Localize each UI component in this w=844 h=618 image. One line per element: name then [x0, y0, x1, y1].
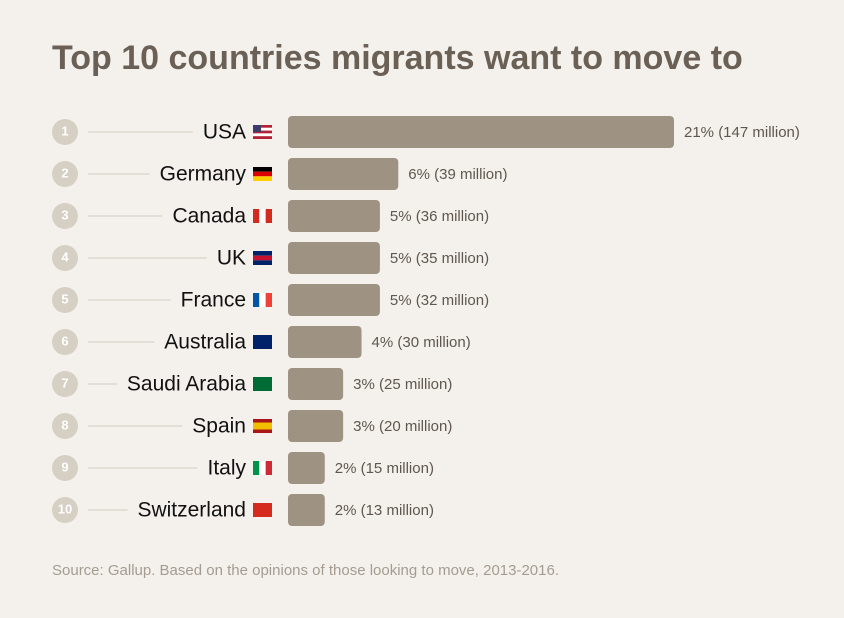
category-label: Germany — [160, 163, 247, 186]
bar — [288, 452, 325, 484]
value-label: 5% (35 million) — [390, 250, 489, 267]
flag-stripe — [253, 176, 272, 181]
flag-stripe — [253, 419, 272, 423]
rank-label: 4 — [61, 249, 69, 264]
flag-stripe — [253, 167, 272, 172]
flag-stripe — [253, 335, 272, 349]
flag-stripe — [253, 125, 272, 128]
value-label: 21% (147 million) — [684, 124, 800, 141]
bar — [288, 410, 344, 442]
flag-stripe — [253, 426, 272, 430]
rank-badge — [52, 497, 78, 523]
source-note: Source: Gallup. Based on the opinions of… — [52, 562, 559, 579]
flag-stripe — [259, 293, 266, 307]
category-label: USA — [203, 121, 246, 144]
flag-stripe — [253, 136, 272, 139]
category-label: France — [181, 289, 246, 312]
value-label: 6% (39 million) — [408, 166, 507, 183]
category-label: Spain — [192, 415, 246, 438]
rank-badge — [52, 371, 78, 397]
bar — [288, 326, 362, 358]
category-label: Switzerland — [137, 499, 246, 522]
flag-stripe — [253, 255, 272, 261]
value-label: 5% (32 million) — [390, 292, 489, 309]
flag-stripe — [253, 293, 260, 307]
category-label: UK — [217, 247, 246, 270]
category-label: Canada — [172, 205, 246, 228]
bar — [288, 368, 344, 400]
rank-badge — [52, 413, 78, 439]
rank-label: 2 — [61, 165, 68, 180]
rank-label: 9 — [61, 459, 68, 474]
flag-stripe — [253, 171, 272, 177]
rank-label: 10 — [58, 501, 72, 516]
flag-stripe — [253, 209, 260, 223]
flag-stripe — [253, 503, 272, 517]
bar — [288, 200, 380, 232]
category-label: Italy — [207, 457, 246, 480]
rank-label: 8 — [61, 417, 68, 432]
value-label: 2% (15 million) — [335, 460, 434, 477]
rank-badge — [52, 119, 78, 145]
flag-canton — [253, 125, 261, 132]
rank-badge — [52, 329, 78, 355]
flag-stripe — [253, 251, 272, 256]
rank-label: 7 — [61, 375, 68, 390]
flag-stripe — [253, 461, 260, 475]
flag-stripe — [265, 209, 272, 223]
category-label: Australia — [164, 331, 246, 354]
rank-badge — [52, 203, 78, 229]
category-label: Saudi Arabia — [127, 373, 246, 396]
bar — [288, 284, 380, 316]
flag-stripe — [259, 461, 266, 475]
flag-stripe — [253, 377, 272, 391]
value-label: 3% (25 million) — [353, 376, 452, 393]
rank-badge — [52, 287, 78, 313]
rank-label: 3 — [61, 207, 68, 222]
bar — [288, 494, 325, 526]
value-label: 5% (36 million) — [390, 208, 489, 225]
flag-stripe — [253, 260, 272, 265]
bar — [288, 158, 399, 190]
rank-badge — [52, 455, 78, 481]
chart-title: Top 10 countries migrants want to move t… — [52, 39, 743, 77]
rank-label: 6 — [61, 333, 68, 348]
value-label: 3% (20 million) — [353, 418, 452, 435]
flag-stripe — [265, 293, 272, 307]
rank-label: 5 — [61, 291, 68, 306]
flag-stripe — [259, 209, 266, 223]
flag-stripe — [265, 461, 272, 475]
value-label: 2% (13 million) — [335, 502, 434, 519]
value-label: 4% (30 million) — [372, 334, 471, 351]
bar — [288, 116, 674, 148]
flag-stripe — [253, 429, 272, 433]
flag-stripe — [253, 130, 272, 134]
rank-label: 1 — [61, 123, 68, 138]
flag-stripe — [253, 127, 272, 131]
rank-badge — [52, 161, 78, 187]
bar — [288, 242, 380, 274]
flag-stripe — [253, 133, 272, 137]
rank-badge — [52, 245, 78, 271]
flag-stripe — [253, 422, 272, 426]
